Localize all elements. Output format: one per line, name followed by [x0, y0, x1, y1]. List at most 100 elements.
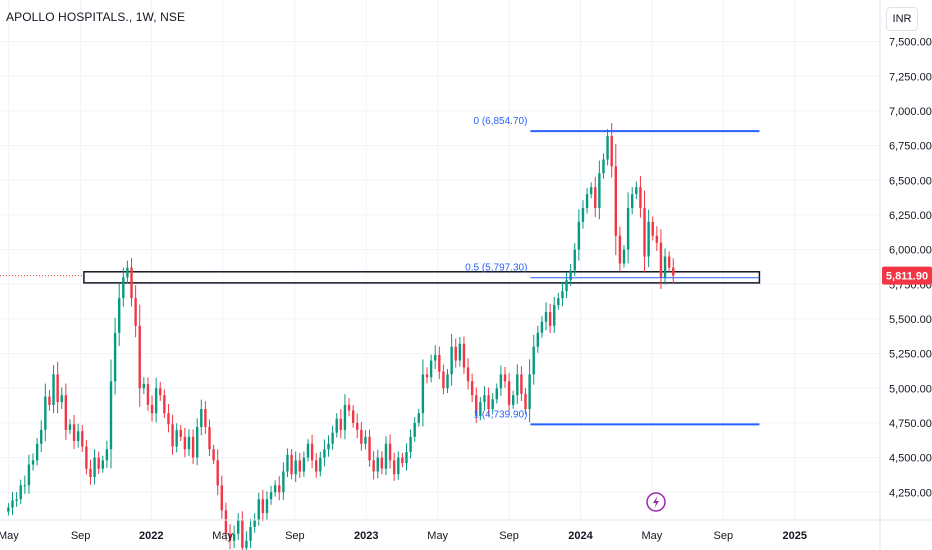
candle-body — [138, 325, 141, 389]
price-tick-label: 6,000.00 — [889, 245, 932, 257]
candle-body — [635, 187, 638, 195]
candle — [335, 413, 338, 438]
candle — [27, 454, 31, 494]
price-tick-label: 4,750.00 — [889, 418, 932, 430]
candle — [298, 452, 301, 478]
candle — [434, 345, 437, 370]
candle-body — [520, 374, 523, 394]
time-tick-label: May — [212, 530, 233, 542]
price-tick-label: 6,250.00 — [889, 210, 932, 222]
last-price-badge: 5,811.90 — [882, 266, 932, 285]
candle-body — [302, 457, 306, 472]
candle-body — [532, 346, 535, 375]
candle-body — [405, 452, 408, 464]
candle — [466, 358, 470, 390]
candle — [278, 476, 281, 501]
candle-body — [614, 166, 617, 236]
candle-body — [487, 395, 490, 410]
candle-body — [48, 396, 51, 405]
candle-body — [179, 429, 182, 437]
candle — [261, 489, 265, 522]
candle — [64, 383, 68, 441]
candle-body — [212, 449, 215, 461]
price-tick-label: 4,500.00 — [889, 453, 932, 465]
candle-body — [290, 454, 293, 475]
candle — [150, 395, 154, 422]
candle-body — [655, 235, 659, 243]
candle — [462, 336, 466, 374]
candle-body — [167, 413, 170, 425]
candle-body — [577, 221, 581, 250]
candle-body — [76, 431, 80, 441]
candle-body — [339, 418, 343, 430]
candle — [421, 359, 425, 427]
price-tick-label: 5,250.00 — [889, 349, 932, 361]
candle-body — [323, 449, 326, 458]
candle-body — [101, 460, 104, 469]
candle — [167, 404, 170, 433]
candle-body — [434, 354, 437, 361]
candle — [200, 399, 203, 436]
candle — [72, 415, 76, 450]
candle-body — [89, 468, 92, 478]
candle-body — [122, 277, 125, 299]
candle — [438, 346, 441, 380]
candle — [126, 260, 129, 284]
candle — [643, 190, 646, 272]
price-tick-label: 6,750.00 — [889, 141, 932, 153]
candle-body — [631, 194, 634, 208]
candle — [520, 366, 523, 401]
candle-body — [544, 312, 548, 322]
candle-body — [105, 449, 109, 461]
candle — [130, 257, 133, 307]
candle-body — [376, 457, 379, 472]
candle — [631, 187, 634, 215]
candle-body — [622, 249, 626, 264]
candle — [81, 425, 84, 452]
candle — [195, 418, 199, 466]
candle — [35, 438, 39, 466]
candle — [454, 338, 457, 368]
candle-body — [224, 510, 228, 534]
candle-body — [388, 443, 392, 461]
candle — [663, 248, 667, 285]
candle — [372, 451, 375, 480]
candle-body — [585, 194, 589, 208]
time-tick-label: 2022 — [139, 530, 163, 542]
candle-body — [126, 267, 129, 278]
candle — [232, 525, 236, 549]
candle-body — [581, 208, 585, 222]
candle — [536, 325, 540, 353]
candle-body — [195, 427, 199, 458]
fib-level-label: 1 (4,739.90) — [473, 409, 527, 420]
candle — [429, 354, 433, 383]
candle — [425, 367, 429, 384]
candle-body — [163, 395, 166, 414]
candle — [15, 492, 18, 507]
candle-body — [610, 135, 613, 167]
candle-body — [253, 520, 256, 527]
candle-body — [639, 187, 642, 208]
candle — [179, 424, 182, 442]
candle — [491, 393, 494, 415]
lightning-badge-icon[interactable] — [646, 492, 666, 512]
candle-body — [35, 443, 39, 461]
candle-body — [72, 424, 76, 441]
candle-body — [392, 460, 396, 475]
candle-body — [327, 443, 330, 450]
candle — [659, 229, 663, 290]
candle — [163, 389, 166, 419]
candle — [647, 209, 650, 268]
candle — [540, 316, 544, 338]
candle-body — [569, 270, 572, 281]
candle — [672, 258, 675, 284]
currency-button[interactable]: INR — [886, 7, 918, 31]
candle — [44, 383, 47, 442]
candle-body — [68, 424, 72, 430]
fib-level-label: 0.5 (5,797.30) — [465, 263, 527, 274]
candle — [585, 187, 589, 214]
candle — [11, 492, 14, 515]
candle-body — [667, 256, 671, 268]
